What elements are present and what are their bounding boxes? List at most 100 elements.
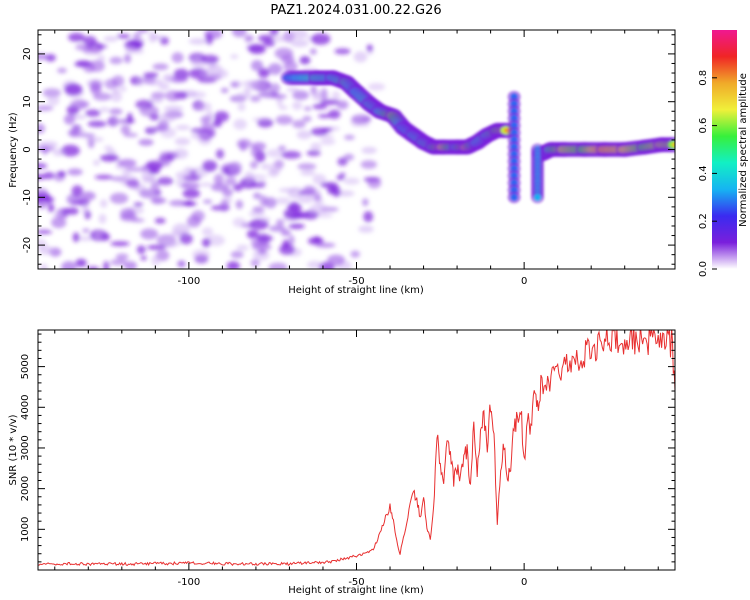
noise-blob (165, 90, 181, 102)
track-core (671, 142, 675, 147)
noise-blob (275, 115, 293, 125)
noise-blob (269, 30, 279, 36)
noise-blob (351, 114, 372, 124)
noise-blob (204, 73, 222, 81)
snr-ylabel: SNR (10 * v/v) (8, 414, 19, 485)
noise-blob (244, 35, 254, 42)
noise-blob (319, 99, 340, 105)
noise-blob (138, 138, 154, 146)
noise-blob (115, 253, 129, 261)
noise-blob (297, 163, 317, 171)
noise-blob (290, 213, 309, 219)
noise-blob (52, 213, 69, 218)
noise-blob (331, 90, 341, 102)
snr-ytick-label: 4000 (20, 395, 31, 420)
noise-blob (249, 160, 259, 169)
noise-blob (68, 32, 85, 42)
noise-blob (205, 33, 214, 45)
spectrogram-ytick-label: 20 (22, 48, 33, 61)
noise-blob (171, 52, 184, 63)
noise-blob (200, 182, 213, 187)
noise-blob (206, 234, 225, 246)
noise-blob (367, 177, 382, 189)
noise-blob (143, 72, 159, 78)
noise-blob (57, 67, 67, 74)
noise-blob (239, 141, 247, 152)
noise-blob (154, 217, 166, 224)
noise-blob (81, 203, 89, 215)
noise-blob (76, 236, 94, 242)
noise-blob (320, 138, 336, 146)
noise-blob (38, 53, 48, 61)
noise-blob (109, 56, 123, 65)
noise-blob (126, 167, 146, 172)
noise-blob (230, 54, 239, 59)
noise-blob (267, 63, 283, 75)
noise-blob (270, 94, 288, 99)
noise-blob (257, 235, 274, 242)
streak-body (510, 193, 518, 201)
noise-blob (235, 199, 244, 210)
noise-blob (278, 145, 286, 151)
noise-blob (313, 236, 321, 243)
noise-blob (158, 154, 175, 163)
noise-blob (109, 192, 129, 204)
noise-blob (127, 180, 140, 190)
noise-blob (268, 262, 288, 269)
noise-blob (175, 124, 191, 131)
noise-blob (190, 131, 210, 140)
noise-blob (85, 136, 104, 143)
noise-blob (138, 107, 150, 114)
noise-blob (148, 168, 160, 175)
noise-blob (226, 261, 240, 269)
noise-blob (201, 69, 209, 77)
noise-blob (317, 114, 332, 119)
noise-blob (288, 223, 305, 230)
noise-blob (228, 164, 242, 176)
noise-blob (257, 34, 274, 42)
noise-blob (281, 150, 302, 159)
noise-blob (120, 124, 131, 135)
noise-blob (148, 173, 156, 184)
noise-blob (109, 108, 123, 115)
noise-blob (353, 51, 368, 63)
noise-blob (160, 127, 177, 138)
noise-blob (367, 83, 386, 91)
noise-blob (309, 48, 317, 55)
noise-blob (98, 213, 107, 224)
noise-blob (299, 56, 311, 65)
snr-ytick-label: 2000 (20, 476, 31, 501)
colorbar-tick-label: 0.8 (698, 70, 709, 86)
noise-blob (159, 112, 177, 123)
noise-blob (252, 117, 272, 122)
noise-blob (170, 75, 189, 83)
colorbar-tick-label: 0.6 (698, 118, 709, 134)
noise-blob (82, 35, 97, 46)
noise-blob (176, 260, 187, 268)
noise-blob (248, 80, 259, 91)
noise-blob (163, 105, 184, 113)
noise-blob (231, 30, 247, 38)
noise-blob (172, 148, 189, 159)
noise-blob (202, 227, 213, 237)
noise-blob (146, 160, 163, 171)
noise-blob (250, 60, 264, 72)
noise-blob (151, 255, 161, 266)
noise-blob (292, 101, 303, 110)
noise-blob (94, 174, 114, 180)
noise-blob (100, 199, 108, 208)
noise-blob (350, 250, 361, 258)
noise-blob (140, 228, 159, 240)
noise-blob (261, 217, 271, 223)
noise-blob (212, 119, 222, 128)
noise-blob (156, 177, 174, 186)
noise-blob (136, 30, 149, 33)
noise-blob (361, 146, 377, 154)
noise-blob (248, 44, 266, 54)
noise-blob (264, 197, 277, 209)
noise-blob (169, 199, 187, 207)
noise-blob (112, 118, 132, 125)
noise-blob (124, 53, 131, 64)
